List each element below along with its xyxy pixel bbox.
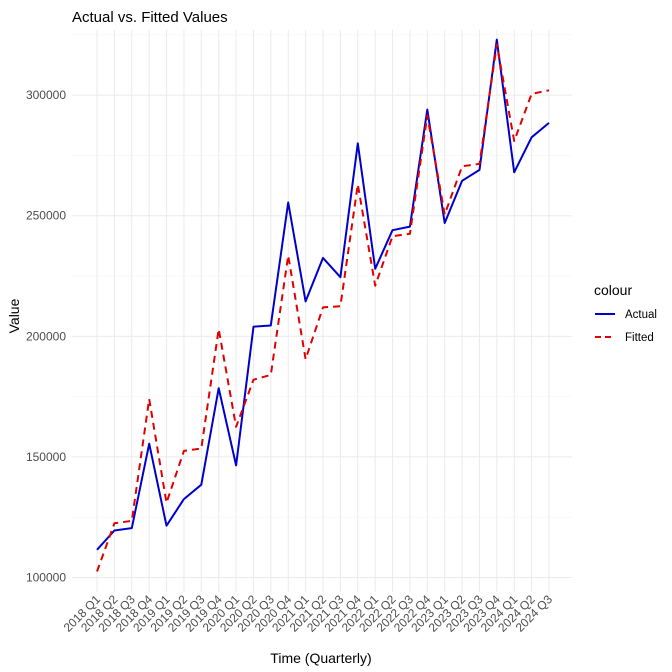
series-lines [96, 38, 550, 572]
series-line-actual [96, 38, 550, 551]
series-line-fitted [96, 43, 550, 572]
y-tick-labels: 100000 150000 200000 250000 300000 [26, 88, 66, 584]
y-axis-title: Value [6, 298, 22, 333]
legend: colour Actual Fitted [594, 282, 657, 344]
y-tick-label: 250000 [26, 209, 66, 223]
y-tick-label: 200000 [26, 329, 66, 343]
legend-label-fitted: Fitted [625, 332, 654, 344]
legend-label-actual: Actual [625, 309, 657, 321]
chart-title: Actual vs. Fitted Values [72, 9, 228, 26]
y-tick-label: 300000 [26, 88, 66, 102]
grid [72, 30, 572, 592]
legend-title: colour [594, 282, 632, 298]
x-axis-title: Time (Quarterly) [270, 650, 371, 666]
y-tick-label: 100000 [26, 571, 66, 585]
y-tick-label: 150000 [26, 450, 66, 464]
